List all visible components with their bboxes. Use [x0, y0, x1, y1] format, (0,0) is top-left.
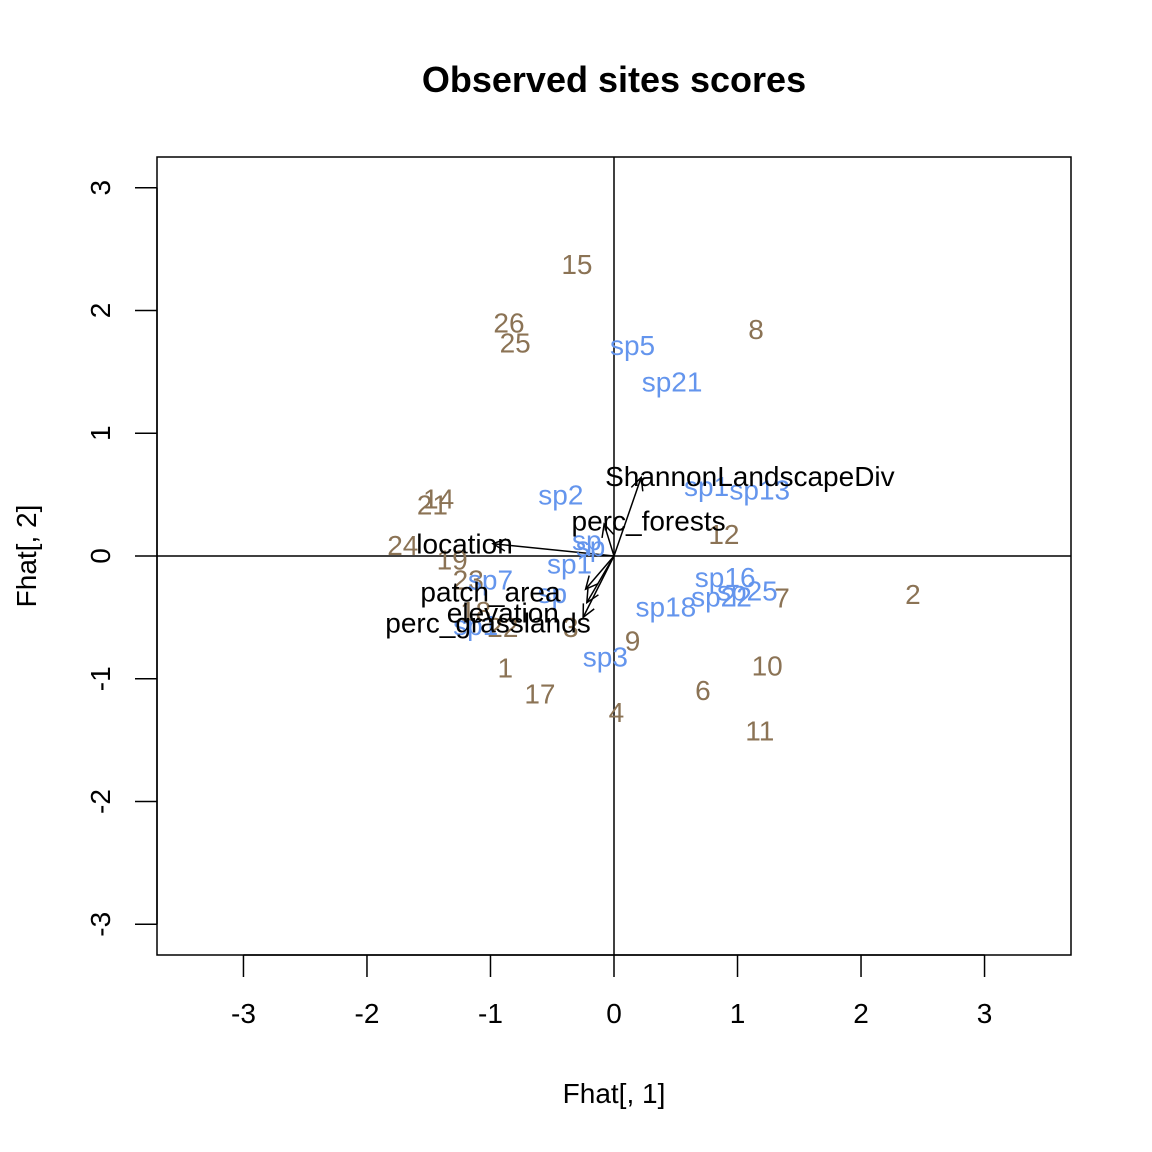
- env-arrow-head: [491, 538, 507, 552]
- env-vectors: [491, 475, 644, 619]
- y-tick-label: 2: [85, 303, 116, 319]
- env-vector-label: patch_area: [420, 577, 561, 608]
- site-label: 9: [625, 626, 641, 657]
- site-label: 1: [498, 653, 514, 684]
- x-tick-label: 2: [853, 998, 869, 1029]
- species-label: sp7: [468, 564, 513, 595]
- site-label: 21: [417, 489, 448, 520]
- species-label: sp: [576, 531, 606, 562]
- env-arrow-head: [584, 575, 599, 591]
- site-label: 24: [387, 530, 418, 561]
- species-label: sp5: [610, 330, 655, 361]
- env-arrow-head: [582, 603, 595, 619]
- site-label: 22: [487, 612, 518, 643]
- site-label: 14: [423, 483, 454, 514]
- env-arrow-shaft: [492, 542, 615, 557]
- x-tick-label: -2: [355, 998, 380, 1029]
- plot-frame: [156, 156, 1072, 956]
- env-vector-label: location: [416, 529, 513, 560]
- species-label: sp16: [695, 562, 756, 593]
- site-label: 23: [453, 564, 484, 595]
- env-vector-label: elevation: [447, 597, 559, 628]
- site-label: 7: [774, 583, 790, 614]
- site-label: 11: [745, 715, 774, 746]
- site-label: 12: [708, 519, 739, 550]
- site-label: 25: [500, 327, 531, 358]
- site-label: 6: [695, 675, 711, 706]
- site-label: 8: [748, 314, 764, 345]
- y-tick-label: 3: [85, 180, 116, 196]
- species-label: sp13: [729, 475, 790, 506]
- env-vector-label: perc_forests: [572, 505, 726, 536]
- site-label: 19: [437, 545, 468, 576]
- species-label: sp1: [453, 610, 498, 641]
- y-tick-label: -1: [85, 666, 116, 691]
- site-label: 18: [460, 596, 491, 627]
- chart-title: Observed sites scores: [422, 59, 806, 100]
- species-label: sp3: [583, 642, 628, 673]
- site-label: 4: [609, 697, 625, 728]
- site-label: 2: [905, 579, 921, 610]
- env-arrow-shaft: [585, 555, 615, 590]
- y-axis-label: Fhat[, 2]: [11, 505, 42, 608]
- y-tick-label: -2: [85, 789, 116, 814]
- species-label: sp22: [691, 582, 752, 613]
- species-label: sp1: [547, 548, 592, 579]
- y-tick-label: -3: [85, 912, 116, 937]
- site-label: 15: [561, 249, 592, 280]
- site-label: 17: [524, 679, 555, 710]
- env-vector-labels: ShannonLandscapeDiv perc_forests location p…: [385, 461, 894, 638]
- env-arrow-shaft: [582, 555, 615, 618]
- species-label: sp: [537, 578, 567, 609]
- env-arrow-head: [585, 588, 599, 605]
- site-label: 26: [493, 308, 524, 339]
- species-label: sp: [572, 525, 602, 556]
- species-label: sp21: [642, 367, 703, 398]
- env-arrow-shaft: [603, 523, 615, 557]
- species-label: sp2: [538, 480, 583, 511]
- species-label: sp18: [636, 591, 697, 622]
- x-tick-label: -3: [231, 998, 256, 1029]
- x-axis-label: Fhat[, 1]: [563, 1078, 666, 1109]
- env-arrow-shaft: [613, 477, 642, 557]
- site-label: 3: [563, 612, 579, 643]
- species-label: sp25: [717, 575, 778, 606]
- env-arrow-head: [601, 522, 615, 539]
- x-tick-label: 1: [730, 998, 746, 1029]
- x-tick-label: 3: [977, 998, 993, 1029]
- species-label: sp1: [684, 471, 729, 502]
- y-tick-label: 0: [85, 548, 116, 564]
- y-tick-label: 1: [85, 425, 116, 441]
- env-vector-label: ShannonLandscapeDiv: [605, 461, 895, 492]
- env-vector-label: perc_grasslands: [385, 607, 590, 638]
- env-arrow-head: [630, 475, 644, 492]
- x-tick-label: -1: [478, 998, 503, 1029]
- site-label: 10: [752, 650, 783, 681]
- x-tick-label: 0: [606, 998, 622, 1029]
